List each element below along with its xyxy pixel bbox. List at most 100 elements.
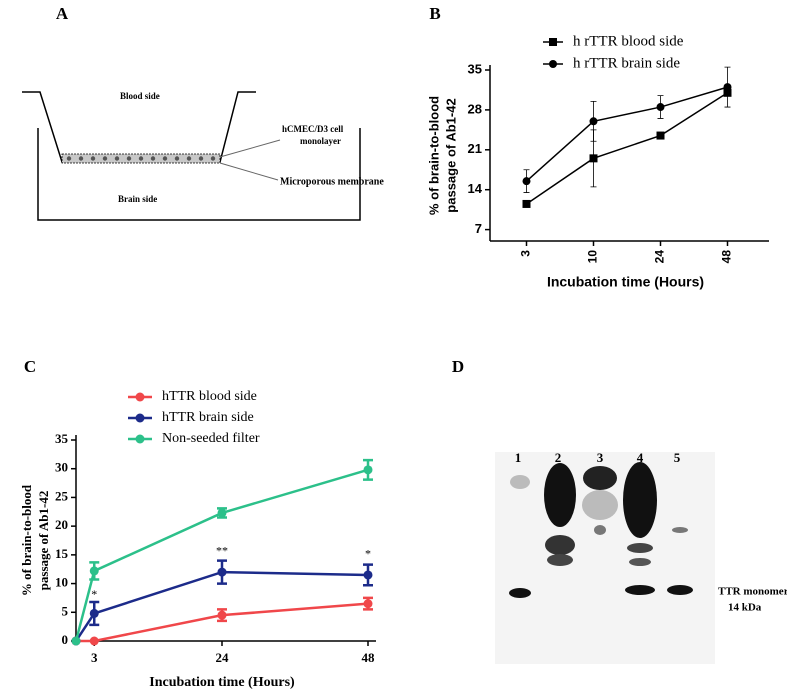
- diagram-label: Blood side: [120, 91, 160, 101]
- legend-marker: [135, 434, 145, 444]
- panel-label: B: [429, 4, 440, 23]
- y-tick-label: 35: [468, 61, 482, 76]
- marker: [217, 567, 227, 577]
- cell: [114, 156, 120, 161]
- marker: [522, 199, 531, 208]
- chart: 7 14 21 28 35 3 10 24 48 Incubation time (Hours)%…: [426, 33, 769, 290]
- y-axis-label: % of brain-to-blood: [426, 96, 441, 215]
- marker: [656, 103, 665, 112]
- blot-band: [672, 527, 688, 533]
- blot-band: [582, 490, 618, 520]
- marker: [89, 636, 99, 646]
- marker: [363, 570, 373, 580]
- cell: [66, 156, 72, 161]
- x-tick-label: 24: [653, 250, 667, 264]
- legend-marker: [549, 60, 557, 68]
- y-tick-label: 35: [55, 431, 69, 446]
- series-line: [526, 86, 728, 182]
- insert: [22, 91, 256, 163]
- pointer: [219, 162, 279, 181]
- well: [37, 128, 361, 221]
- blot-band: [667, 585, 693, 595]
- blot-band: [594, 525, 606, 535]
- blot-band: [623, 462, 657, 538]
- y-axis-label: passage of Ab1-42: [36, 491, 51, 591]
- marker: [723, 83, 732, 92]
- cell: [102, 156, 108, 161]
- lane-label: 5: [674, 450, 681, 465]
- y-tick-label: 20: [55, 517, 68, 532]
- blot-band: [509, 588, 531, 598]
- marker: [522, 177, 531, 186]
- lane-label: 2: [555, 450, 562, 465]
- cell: [138, 156, 144, 161]
- y-tick-label: 28: [468, 101, 482, 116]
- marker: [589, 154, 598, 163]
- y-tick-label: 5: [62, 603, 69, 618]
- marker: [89, 608, 99, 618]
- pointer: [219, 139, 281, 158]
- y-tick-label: 0: [62, 632, 69, 647]
- cell: [174, 156, 180, 161]
- marker: [363, 465, 373, 475]
- x-axis-label: Incubation time (Hours): [547, 274, 704, 290]
- y-axis-label: passage of Ab1-42: [443, 98, 458, 212]
- x-tick-label: 24: [216, 650, 230, 665]
- blot-band: [510, 475, 530, 489]
- blot-band: [547, 554, 573, 566]
- legend-label: hTTR brain side: [162, 410, 254, 425]
- cell: [162, 156, 168, 161]
- blot-band: [583, 466, 617, 490]
- lane-label: 1: [515, 450, 522, 465]
- legend-label: h rTTR brain side: [573, 55, 680, 71]
- cell: [126, 156, 132, 161]
- cell: [186, 156, 192, 161]
- x-tick-label: 3: [519, 250, 533, 257]
- annotation: **: [216, 544, 228, 558]
- diagram-label: Brain side: [118, 194, 157, 204]
- series-line: [74, 570, 369, 642]
- lane-label: 3: [597, 450, 604, 465]
- y-tick-label: 7: [475, 221, 482, 236]
- cell: [210, 156, 216, 161]
- cell: [150, 156, 156, 161]
- blot-band: [544, 463, 576, 527]
- series-line: [526, 92, 728, 205]
- annotation: *: [91, 587, 97, 601]
- x-tick-label: 10: [586, 250, 600, 264]
- panel-label: C: [24, 357, 36, 376]
- legend-label: hTTR blood side: [162, 389, 257, 404]
- marker: [656, 131, 665, 140]
- marker: [71, 636, 81, 646]
- y-axis-label: % of brain-to-blood: [19, 484, 34, 596]
- annotation: *: [365, 547, 371, 561]
- legend-label: h rTTR blood side: [573, 33, 684, 49]
- marker: [589, 117, 598, 126]
- diagram-label: monolayer: [300, 136, 341, 146]
- blot-band: [629, 558, 651, 566]
- blot-band: [627, 543, 653, 553]
- panel-label: A: [56, 4, 69, 23]
- panel-label: D: [452, 357, 464, 376]
- blot-band: [545, 535, 575, 555]
- x-tick-label: 48: [720, 250, 734, 264]
- x-tick-label: 48: [362, 650, 376, 665]
- y-tick-label: 10: [55, 575, 68, 590]
- cell: [78, 156, 84, 161]
- blot-annotation: TTR monomer: [718, 586, 787, 598]
- y-tick-label: 30: [55, 460, 68, 475]
- blot-band: [625, 585, 655, 595]
- chart: 0 5 10 15 20 25 30 35 3 24 48 Incubation time (Hour…: [19, 389, 376, 690]
- x-tick-label: 3: [91, 650, 98, 665]
- legend-marker: [549, 38, 557, 46]
- y-tick-label: 15: [55, 546, 69, 561]
- cell: [90, 156, 96, 161]
- series-line: [76, 602, 369, 643]
- marker: [217, 508, 227, 518]
- legend-marker: [135, 413, 145, 423]
- x-axis-label: Incubation time (Hours): [149, 675, 295, 690]
- legend-label: Non-seeded filter: [162, 431, 260, 446]
- cell: [198, 156, 204, 161]
- y-tick-label: 21: [468, 141, 482, 156]
